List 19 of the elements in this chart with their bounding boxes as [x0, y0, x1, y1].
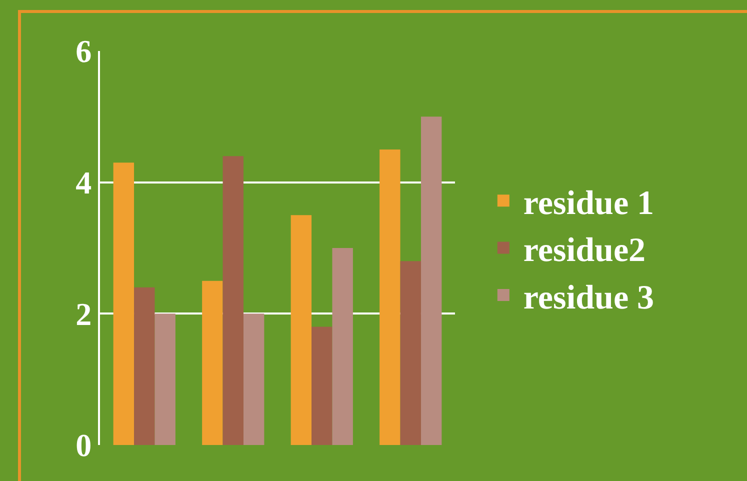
- bar: [222, 156, 244, 445]
- bar: [154, 314, 176, 445]
- y-tick-label: 2: [76, 296, 92, 332]
- bar: [243, 314, 264, 445]
- bar: [202, 280, 223, 445]
- y-tick-label: 4: [76, 164, 92, 201]
- legend-label: residue 3: [523, 279, 654, 316]
- bar: [420, 116, 442, 445]
- bar: [380, 150, 400, 445]
- bar: [134, 287, 155, 445]
- bar: [400, 261, 421, 445]
- bar: [312, 326, 332, 445]
- bar: [332, 248, 353, 445]
- legend-label: residue2: [523, 232, 646, 270]
- y-tick-label: 6: [76, 33, 92, 70]
- legend-label: residue 1: [523, 184, 654, 222]
- y-tick-label: 0: [76, 427, 92, 464]
- bar: [290, 215, 312, 445]
- bar: [113, 162, 134, 445]
